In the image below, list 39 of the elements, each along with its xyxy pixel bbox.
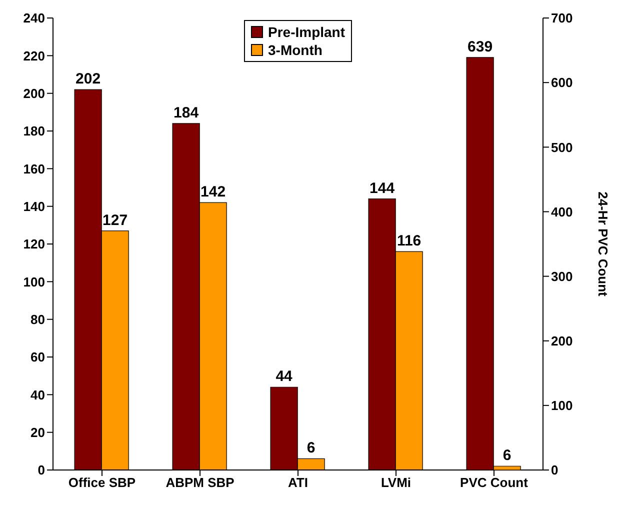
y-tick-label: 140 <box>23 198 45 214</box>
y2-tick-label: 300 <box>551 268 573 284</box>
data-label: 6 <box>306 440 316 457</box>
y-tick-label: 220 <box>23 48 45 64</box>
y2-tick-label: 200 <box>551 333 573 348</box>
x-tick-label: ATI <box>288 475 308 490</box>
data-label: 639 <box>468 38 493 56</box>
y-tick-label: 80 <box>30 312 45 327</box>
y-tick-label: 200 <box>23 86 45 101</box>
data-label: 184 <box>174 104 200 122</box>
data-label: 142 <box>200 184 226 201</box>
y-tick-label: 160 <box>23 161 45 176</box>
y2-tick-label: 100 <box>551 398 573 414</box>
y-tick-label: 180 <box>23 124 45 139</box>
legend-label: Pre-Implant <box>268 23 346 41</box>
x-tick-label: PVC Count <box>460 475 529 490</box>
data-label: 202 <box>76 70 101 88</box>
y-tick-label: 240 <box>23 10 45 26</box>
y2-tick-label: 0 <box>551 462 558 478</box>
data-label: 127 <box>102 212 128 229</box>
y2-tick-label: 400 <box>551 204 573 220</box>
x-tick-label: Office SBP <box>68 475 136 490</box>
y-tick-label: 20 <box>30 424 45 440</box>
x-tick-label: LVMi <box>380 475 412 490</box>
y2-tick-label: 700 <box>551 10 573 26</box>
data-label: 116 <box>396 232 422 250</box>
y2-axis-title: 24-Hr PVC Count <box>595 192 610 298</box>
x-tick-label: ABPM SBP <box>166 475 235 490</box>
y-tick-label: 60 <box>30 350 45 365</box>
y2-tick-label: 500 <box>551 140 573 155</box>
data-label: 6 <box>502 447 512 464</box>
y-tick-label: 120 <box>23 236 45 252</box>
data-label: 144 <box>370 180 396 197</box>
y-tick-label: 40 <box>30 387 45 402</box>
y-tick-label: 0 <box>38 462 45 478</box>
y2-tick-label: 600 <box>551 75 573 90</box>
legend-label: 3-Month <box>268 41 322 59</box>
data-label: 44 <box>276 368 294 386</box>
y-tick-label: 100 <box>23 274 45 290</box>
